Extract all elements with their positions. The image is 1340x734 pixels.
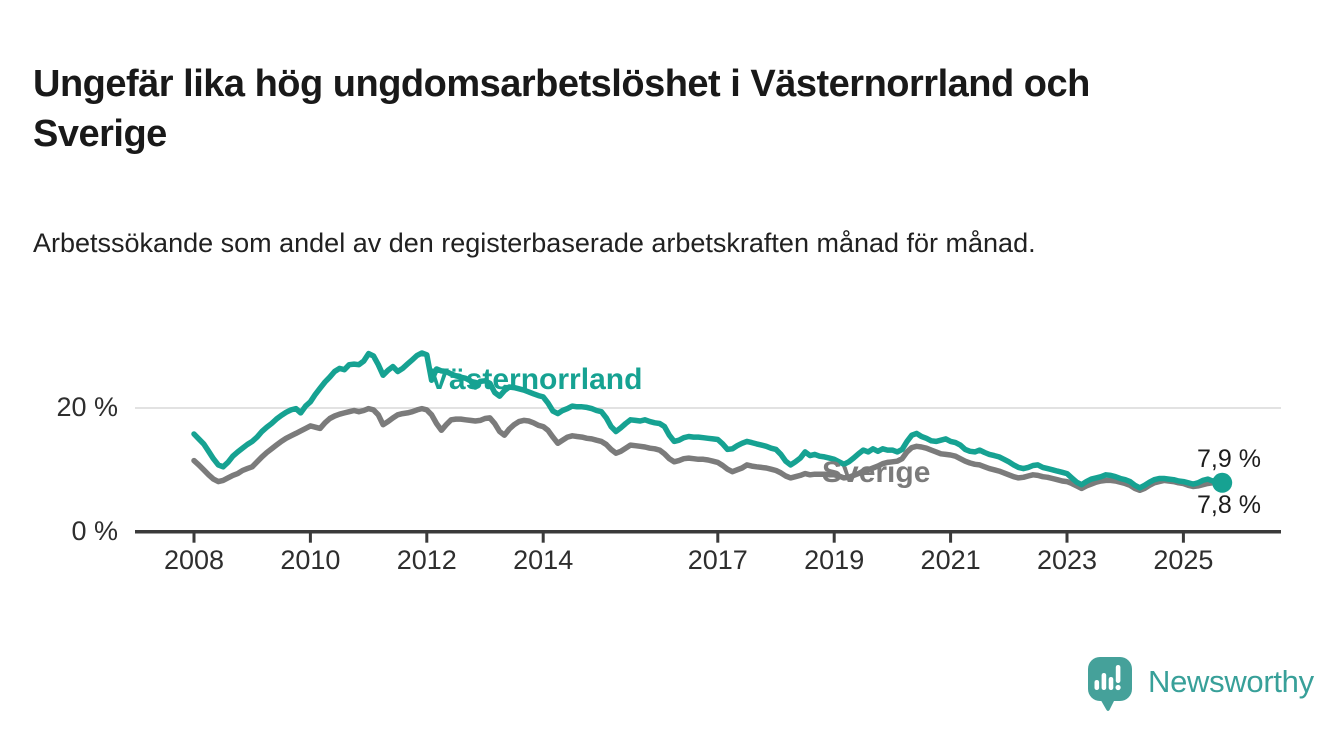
- chart-subtitle: Arbetssökande som andel av den registerb…: [33, 228, 1036, 258]
- x-tick-label: 2014: [513, 545, 574, 575]
- x-tick-label: 2008: [163, 545, 225, 575]
- end-value-label-vasternorrland: 7,9 %: [1197, 445, 1261, 473]
- end-value-label-sverige: 7,8 %: [1197, 491, 1261, 519]
- newsworthy-logo-icon: [1088, 657, 1132, 711]
- series-label-sverige: Sverige: [822, 456, 931, 489]
- chart-canvas: [135, 350, 1281, 543]
- series-line-sverige: [191, 405, 1225, 494]
- newsworthy-logo-text: Newsworthy: [1148, 664, 1314, 699]
- x-tick-label: 2023: [1036, 545, 1098, 575]
- x-tick-label: 2017: [687, 545, 748, 575]
- line-chart: [0, 330, 1340, 590]
- x-tick-label: 2021: [920, 545, 981, 575]
- series-label-vasternorrland: Västernorrland: [429, 363, 643, 396]
- x-axis-labels: 2008 2010 2012 2014 2017 2019 2021 2023 2025: [0, 545, 1340, 581]
- x-tick-label: 2012: [396, 545, 457, 575]
- x-tick-label: 2025: [1153, 545, 1214, 575]
- series-line-västernorrland: [191, 350, 1225, 491]
- page-title: Ungefär lika hög ungdomsarbetslöshet i V…: [33, 63, 1090, 156]
- y-tick-label: 0 %: [71, 515, 118, 546]
- y-tick-label: 20 %: [56, 392, 118, 422]
- series-end-dot: [1212, 472, 1233, 493]
- x-tick-label: 2019: [804, 545, 865, 575]
- x-tick-label: 2010: [280, 545, 341, 575]
- newsworthy-logo: Newsworthy: [1086, 655, 1314, 711]
